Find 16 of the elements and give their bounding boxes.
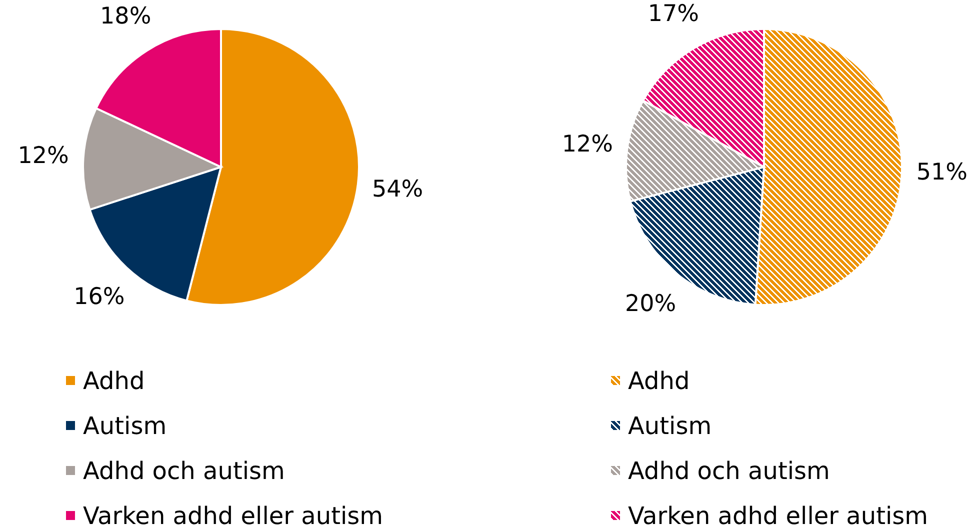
data-label: 51% (916, 160, 968, 186)
legend-label: Varken adhd eller autism (628, 502, 928, 527)
legend-label: Autism (83, 412, 167, 440)
data-label: 54% (372, 176, 424, 202)
legend-label: Autism (628, 412, 712, 440)
legend-label: Adhd (83, 366, 145, 394)
data-label: 17% (648, 0, 699, 27)
legend-label: Varken adhd eller autism (83, 502, 384, 527)
data-label: 12% (18, 142, 69, 169)
data-label: 16% (74, 284, 125, 310)
legend-label: Adhd och autism (83, 456, 285, 484)
legend-label: Adhd och autism (628, 456, 830, 484)
data-label: 18% (100, 4, 152, 30)
data-label: 20% (624, 291, 676, 318)
legend-label: Adhd (628, 366, 690, 394)
data-label: 12% (562, 132, 613, 158)
